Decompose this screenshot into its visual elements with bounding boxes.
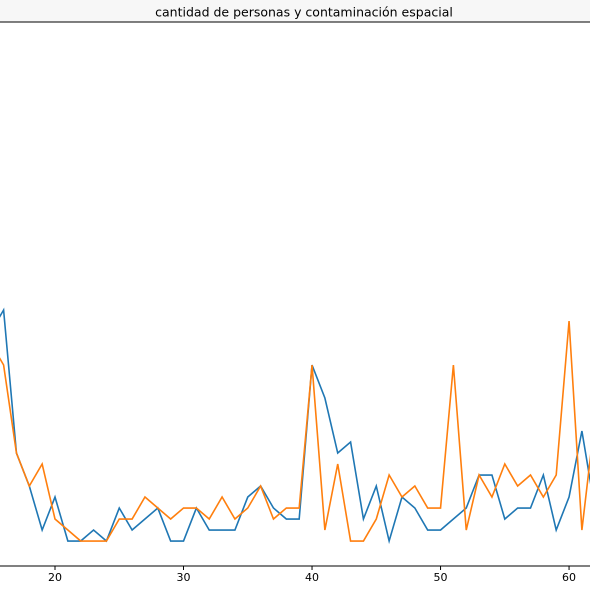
x-tick-label: 20 bbox=[48, 571, 62, 584]
header-background bbox=[0, 0, 590, 22]
series-line bbox=[0, 307, 590, 545]
x-tick-label: 30 bbox=[177, 571, 191, 584]
series-line bbox=[0, 320, 590, 542]
x-tick-label: 50 bbox=[434, 571, 448, 584]
chart-title: cantidad de personas y contaminación esp… bbox=[155, 5, 453, 20]
x-tick-label: 60 bbox=[562, 571, 576, 584]
plot-area bbox=[0, 307, 590, 545]
x-tick-label: 40 bbox=[305, 571, 319, 584]
